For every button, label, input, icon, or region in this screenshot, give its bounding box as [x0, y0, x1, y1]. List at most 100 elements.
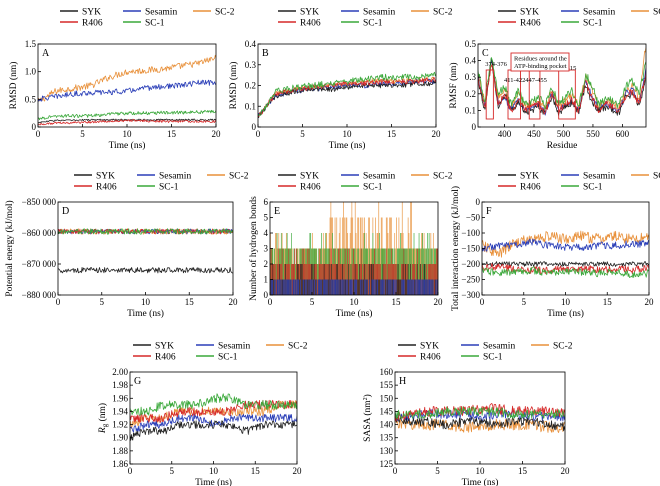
series-line-R406 [478, 64, 646, 115]
hbond-bar [386, 279, 388, 295]
y-axis-label-H: SASA (nm2) [362, 394, 373, 442]
axes-frame-D [57, 201, 234, 296]
hbond-bar [396, 279, 398, 295]
x-tick-label: 20 [229, 297, 239, 307]
x-axis-label-G: Time (ns) [195, 477, 232, 486]
hbond-bar [275, 279, 276, 295]
hbond-bar [380, 248, 382, 295]
plot-area-H [395, 403, 565, 433]
hbond-bar [358, 279, 359, 295]
hbond-bar [345, 248, 347, 295]
legend-label-SC-1: SC-1 [218, 353, 238, 363]
hbond-bar [402, 279, 404, 295]
y-ticks-B: 0 0.1 0.2 0.3 0.4 [245, 39, 261, 132]
legend-F: SYK Sesamin SC-2 R406 SC-1 [498, 172, 660, 193]
y-tick-label: 0.5 [25, 94, 37, 104]
y-tick-label: 1.0 [25, 67, 37, 77]
y-tick-label: 0 [472, 122, 477, 132]
legend-label-R406: R406 [300, 183, 321, 193]
hbond-bar [285, 279, 286, 295]
panel-label-F: F [486, 206, 492, 217]
hbond-bar [274, 279, 275, 295]
hbond-bar [287, 279, 289, 295]
hbond-bar [416, 279, 417, 295]
hbond-bar [317, 248, 319, 295]
hbond-bar [377, 279, 379, 295]
hbond-bar [330, 202, 332, 295]
series-line-Sesamin [482, 238, 649, 252]
hbond-bar [365, 279, 367, 295]
series-line-R406 [258, 77, 436, 117]
x-tick-label: 0 [56, 297, 61, 307]
y-axis-label-E: Number of hydrogen bonds [248, 196, 259, 301]
y-ticks-F: −300 −250 −200 −150 −100 −50 0 [461, 197, 485, 300]
hbond-bar [411, 248, 412, 295]
y-axis-label-B: RMSD (nm) [228, 62, 239, 110]
legend-label-SYK: SYK [96, 172, 115, 182]
panel-label-G: G [134, 376, 141, 387]
y-tick-label: 0.5 [465, 39, 477, 49]
hbond-bar [308, 248, 310, 295]
hbond-bar [401, 279, 402, 295]
hbond-bar [364, 279, 365, 295]
hbond-bar [301, 264, 303, 295]
panel-label-E: E [274, 206, 280, 217]
y-tick-label: 0 [252, 122, 257, 132]
hbond-bar [288, 248, 290, 295]
legend-label-R406: R406 [300, 19, 321, 29]
legend-label-R406: R406 [520, 19, 541, 29]
y-tick-label: 2.00 [112, 367, 128, 377]
hbond-bar [319, 248, 321, 295]
hbond-bar [348, 279, 350, 295]
y-tick-label: 0.1 [465, 105, 476, 115]
hbond-bar [403, 279, 405, 295]
hbond-bar [338, 279, 340, 295]
y-ticks-D: −880 000 −870 000 −860 000 −850 000 [22, 197, 61, 300]
x-axis-label-F: Time (ns) [547, 308, 584, 319]
hbond-bar [339, 279, 341, 295]
hbond-bar [358, 248, 359, 295]
hbond-bar [396, 217, 397, 295]
legend-E: SYK Sesamin SC-2 R406 SC-1 [278, 172, 453, 193]
hbond-bar [350, 217, 352, 295]
hbond-bar [406, 279, 408, 295]
x-tick-label: 5 [100, 297, 105, 307]
y-tick-label: −200 [461, 259, 480, 269]
hbond-bar [357, 279, 359, 295]
hbond-bar [356, 279, 358, 295]
legend-label-SYK: SYK [520, 8, 539, 18]
plot-area-F [482, 230, 649, 278]
hbond-bar [436, 248, 438, 295]
legend-label-R406: R406 [420, 353, 441, 363]
hbond-bar [343, 279, 344, 295]
hbond-bar [329, 248, 331, 295]
y-axis-label-C: RMSF (nm) [448, 62, 459, 108]
hbond-bar [283, 279, 285, 295]
hbond-bar [286, 279, 288, 295]
x-tick-label: 5 [300, 129, 305, 139]
hbond-bar [381, 248, 383, 295]
hbond-bar [304, 279, 306, 295]
hbond-bar [418, 279, 420, 295]
hbond-bar [292, 279, 294, 295]
hbond-bar [379, 279, 380, 295]
hbond-bar [417, 279, 418, 295]
x-tick-label: 20 [432, 129, 442, 139]
legend-label-SC-2: SC-2 [288, 342, 308, 352]
y-tick-label: 2 [264, 259, 269, 269]
series-line-Sesamin [38, 79, 216, 102]
annotation-box [485, 69, 494, 120]
hbond-bar [437, 279, 438, 295]
y-tick-label: 0 [32, 122, 37, 132]
legend-label-Sesamin: Sesamin [583, 172, 615, 182]
hbond-bar [415, 279, 417, 295]
legend-label-SC-1: SC-1 [483, 353, 503, 363]
legend-label-SYK: SYK [520, 172, 539, 182]
hbond-bar [311, 279, 312, 295]
callout-text: Residues around the [514, 56, 567, 63]
hbond-bar [436, 279, 438, 295]
panel-label-A: A [42, 48, 50, 59]
y-tick-label: −880 000 [22, 290, 57, 300]
legend-label-SC-2: SC-2 [433, 172, 453, 182]
legend-label-SC-1: SC-1 [583, 183, 603, 193]
